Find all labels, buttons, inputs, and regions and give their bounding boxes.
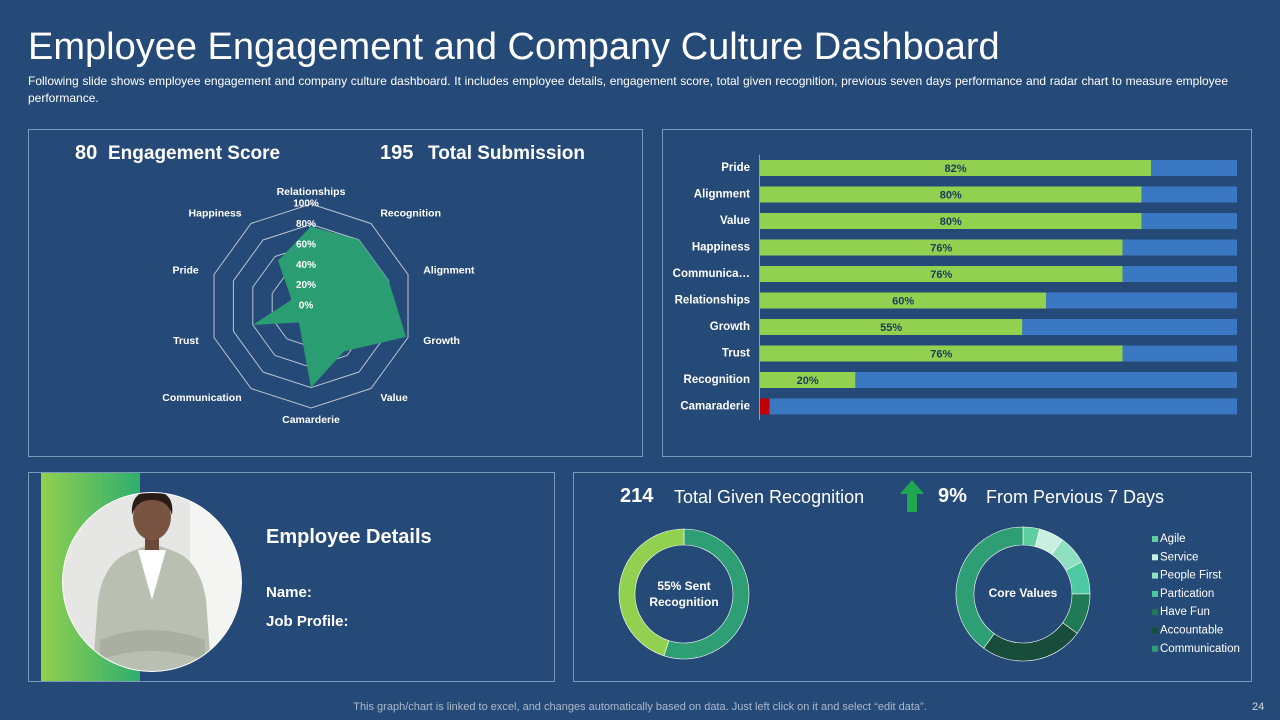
category-label: Alignment	[694, 189, 750, 201]
value-label: 82%	[945, 163, 967, 175]
bar-segment	[855, 372, 1237, 388]
employee-field: Name:	[266, 584, 312, 601]
legend-label: Partication	[1160, 588, 1214, 600]
bar-segment	[760, 319, 1023, 335]
bar-segment	[760, 266, 1123, 282]
category-label: Happiness	[692, 242, 750, 254]
legend-label: Agile	[1160, 533, 1186, 545]
category-label: Relationships	[675, 295, 750, 307]
bar-segment	[769, 398, 1237, 415]
legend-swatch	[1152, 572, 1158, 579]
bar-segment	[760, 186, 1142, 203]
panel	[573, 472, 1252, 682]
stat-value: 80	[75, 142, 98, 164]
donut-center-label: Core Values	[988, 586, 1058, 600]
value-label: 60%	[892, 295, 914, 307]
bar-segment	[1022, 319, 1237, 335]
legend-swatch	[1152, 609, 1158, 616]
r-tick-label: 100%	[293, 199, 319, 210]
value-label: 76%	[930, 269, 952, 281]
donut-center-label: 55% Sent Recognition	[649, 579, 719, 609]
page-number: 24	[1252, 701, 1265, 713]
bar-segment	[760, 372, 856, 388]
bar-segment	[1141, 213, 1237, 229]
legend-label: Communication	[1160, 643, 1240, 655]
panel	[28, 472, 555, 682]
stat-value: 195	[380, 142, 414, 164]
r-tick-label: 0%	[299, 301, 314, 312]
value-label: 76%	[930, 242, 952, 254]
up-arrow	[900, 480, 924, 512]
category-label: Happiness	[189, 208, 242, 220]
category-label: Relationships	[277, 186, 346, 198]
employee-heading: Employee Details	[266, 526, 432, 548]
value-label: 80%	[940, 216, 962, 228]
bar-segment	[760, 213, 1142, 229]
r-tick-label: 20%	[296, 280, 316, 291]
category-label: Alignment	[423, 265, 475, 277]
bar-segment	[760, 292, 1047, 309]
legend-swatch	[1152, 645, 1158, 652]
category-label: Trust	[173, 335, 199, 347]
footer-note: This graph/chart is linked to excel, and…	[353, 701, 927, 713]
panel	[28, 129, 643, 457]
stat-value: 9%	[938, 485, 967, 507]
bar-segment	[1122, 239, 1237, 256]
category-label: Communication	[162, 392, 241, 404]
subtitle: Following slide shows employee engagemen…	[28, 74, 1228, 105]
r-tick-label: 60%	[296, 239, 316, 250]
category-label: Value	[380, 392, 408, 404]
value-label: 80%	[940, 189, 962, 201]
category-label: Recognition	[684, 374, 750, 386]
legend-label: People First	[1160, 570, 1222, 582]
bar-segment	[760, 345, 1123, 362]
grid-ring	[213, 203, 409, 409]
radar-area	[252, 226, 407, 388]
bar-segment	[760, 160, 1152, 176]
bar-segment	[760, 398, 770, 415]
stat-label: Total Submission	[428, 143, 585, 164]
r-tick-label: 40%	[296, 260, 316, 271]
panel	[662, 129, 1252, 457]
legend-label: Service	[1160, 551, 1198, 563]
category-label: Communica…	[673, 268, 750, 280]
stat-label: Engagement Score	[108, 143, 281, 164]
value-label: 76%	[930, 348, 952, 360]
category-label: Pride	[721, 162, 750, 174]
legend-swatch	[1152, 590, 1158, 597]
category-label: Camaraderie	[680, 401, 750, 413]
category-label: Growth	[710, 321, 750, 333]
category-label: Camarderie	[282, 414, 340, 426]
bar-segment	[1122, 266, 1237, 282]
stat-label: From Pervious 7 Days	[986, 487, 1165, 507]
donut-segment	[955, 526, 1024, 649]
donut-segment	[618, 528, 685, 657]
value-label: 20%	[797, 375, 819, 387]
category-label: Pride	[173, 265, 199, 277]
bar-segment	[1122, 345, 1237, 362]
bar-segment	[1151, 160, 1237, 176]
bar-segment	[1141, 186, 1237, 203]
stat-value: 214	[620, 485, 654, 507]
legend-label: Have Fun	[1160, 606, 1210, 618]
category-label: Value	[720, 215, 750, 227]
category-label: Recognition	[380, 208, 441, 220]
value-label: 55%	[880, 322, 902, 334]
legend-swatch	[1152, 554, 1158, 561]
r-tick-label: 80%	[296, 219, 316, 230]
legend-swatch	[1152, 627, 1158, 634]
bar-segment	[1046, 292, 1237, 309]
title: Employee Engagement and Company Culture …	[28, 26, 1000, 68]
employee-photo	[63, 493, 241, 671]
stat-label: Total Given Recognition	[674, 487, 865, 507]
category-label: Growth	[423, 335, 460, 347]
employee-field: Job Profile:	[266, 613, 349, 630]
bar-segment	[760, 239, 1123, 256]
donut-segment	[983, 622, 1078, 662]
legend-label: Accountable	[1160, 625, 1223, 637]
legend-swatch	[1152, 536, 1158, 542]
category-label: Trust	[722, 348, 750, 360]
